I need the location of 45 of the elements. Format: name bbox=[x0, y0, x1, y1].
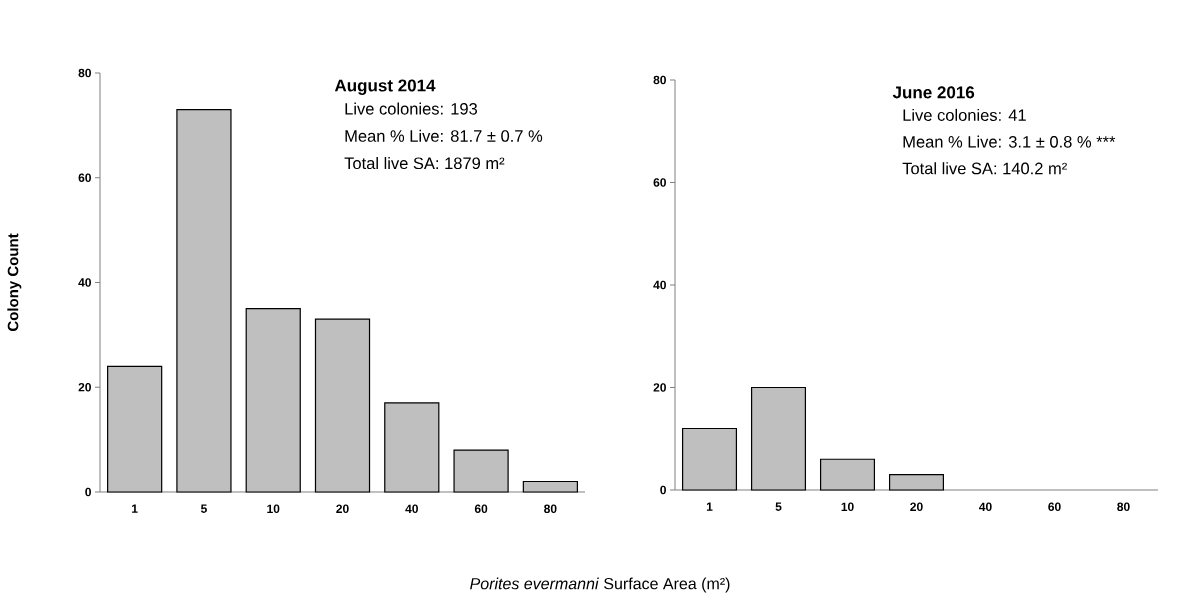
bar bbox=[750, 386, 807, 491]
y-tick-label: 80 bbox=[653, 75, 666, 85]
x-tick-label: 40 bbox=[405, 504, 418, 514]
bar bbox=[819, 458, 876, 491]
x-tick-label: 10 bbox=[267, 504, 280, 514]
x-axis-title: Porites evermanni Surface Area (m²) bbox=[470, 577, 730, 593]
y-tick-label: 80 bbox=[78, 68, 91, 78]
y-tick-label: 20 bbox=[653, 383, 666, 392]
annotation: Live colonies: 193 bbox=[345, 102, 478, 115]
bar bbox=[682, 427, 738, 491]
x-tick-label: 80 bbox=[1117, 502, 1130, 512]
y-tick-label: 40 bbox=[653, 280, 666, 290]
bar bbox=[453, 449, 509, 493]
bar bbox=[384, 402, 440, 493]
bar bbox=[176, 109, 232, 493]
y-tick-label: 40 bbox=[78, 278, 91, 287]
chart-title: August 2014 bbox=[334, 79, 436, 95]
x-tick-label: 60 bbox=[1048, 502, 1061, 512]
x-tick-label: 1 bbox=[132, 504, 138, 513]
x-tick-label: 40 bbox=[979, 502, 992, 512]
x-tick-label: 20 bbox=[336, 504, 349, 514]
x-tick-label: 80 bbox=[544, 504, 557, 514]
annotation: Live colonies: 41 bbox=[903, 108, 1026, 122]
x-tick-label: 60 bbox=[474, 504, 488, 514]
bar bbox=[522, 480, 578, 493]
x-tick-label: 5 bbox=[200, 504, 207, 513]
y-tick-label: 60 bbox=[653, 178, 666, 187]
annotation: Total live SA: 1879 m² bbox=[344, 157, 505, 170]
y-tick-label: 0 bbox=[85, 487, 91, 497]
annotation: Mean % Live: 3.1 ± 0.8 % *** bbox=[903, 135, 1116, 148]
x-tick-label: 10 bbox=[841, 502, 854, 512]
annotation: Mean % Live: 81.7 ± 0.7 % bbox=[345, 129, 543, 142]
bar bbox=[245, 308, 301, 493]
x-tick-label: 5 bbox=[775, 502, 782, 511]
y-axis-title: Colony Count bbox=[7, 233, 22, 332]
bar bbox=[888, 474, 945, 491]
y-tick-label: 0 bbox=[660, 485, 666, 495]
y-tick-label: 20 bbox=[78, 383, 91, 392]
annotation: Total live SA: 140.2 m² bbox=[902, 162, 1067, 175]
x-tick-label: 20 bbox=[910, 502, 923, 512]
chart-title: June 2016 bbox=[892, 86, 975, 99]
x-tick-label: 1 bbox=[706, 502, 713, 511]
y-tick-label: 60 bbox=[78, 173, 91, 182]
bar bbox=[314, 318, 371, 493]
bar bbox=[107, 365, 163, 493]
